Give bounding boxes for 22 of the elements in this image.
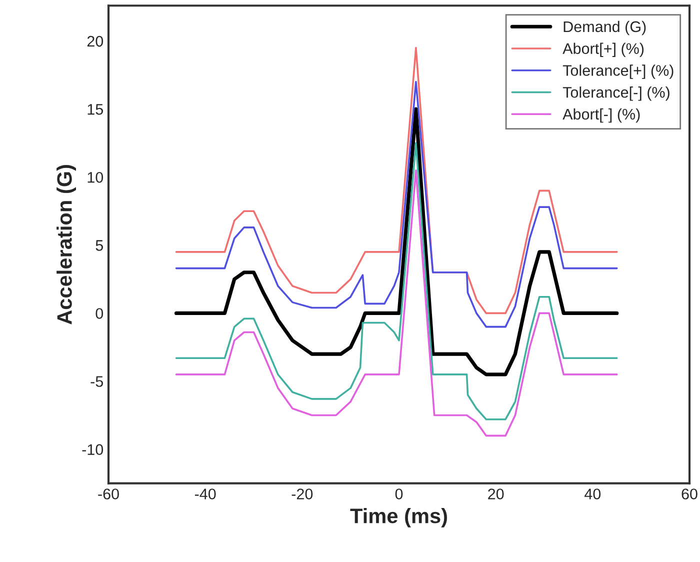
y-tick-label: 10 bbox=[88, 172, 104, 183]
x-tick-label: -20 bbox=[292, 488, 313, 500]
legend-label: Abort[+] (%) bbox=[562, 42, 644, 58]
x-tick-label: 60 bbox=[682, 488, 698, 500]
x-tick-label: 0 bbox=[395, 488, 403, 500]
legend-label: Tolerance[-] (%) bbox=[562, 86, 670, 101]
legend-label: Demand (G) bbox=[564, 20, 646, 36]
line-series bbox=[174, 107, 619, 376]
y-tick-label: 20 bbox=[87, 36, 104, 47]
x-axis-title: Time (ms) bbox=[350, 508, 447, 528]
x-tick-label: 20 bbox=[488, 488, 504, 500]
x-tick-label: -60 bbox=[98, 488, 119, 500]
y-tick-label: -10 bbox=[82, 444, 104, 455]
x-tick-label: 40 bbox=[584, 488, 601, 500]
y-tick-label: 5 bbox=[96, 240, 103, 251]
y-tick-label: 0 bbox=[96, 308, 104, 319]
x-tick-label: -40 bbox=[194, 488, 216, 500]
y-tick-label: -5 bbox=[90, 376, 103, 387]
y-axis-title: Acceleration (G) bbox=[56, 165, 76, 324]
y-tick-label: 15 bbox=[88, 104, 103, 115]
legend-label: Abort[-] (%) bbox=[562, 108, 640, 123]
legend-label: Tolerance[+] (%) bbox=[562, 64, 674, 79]
